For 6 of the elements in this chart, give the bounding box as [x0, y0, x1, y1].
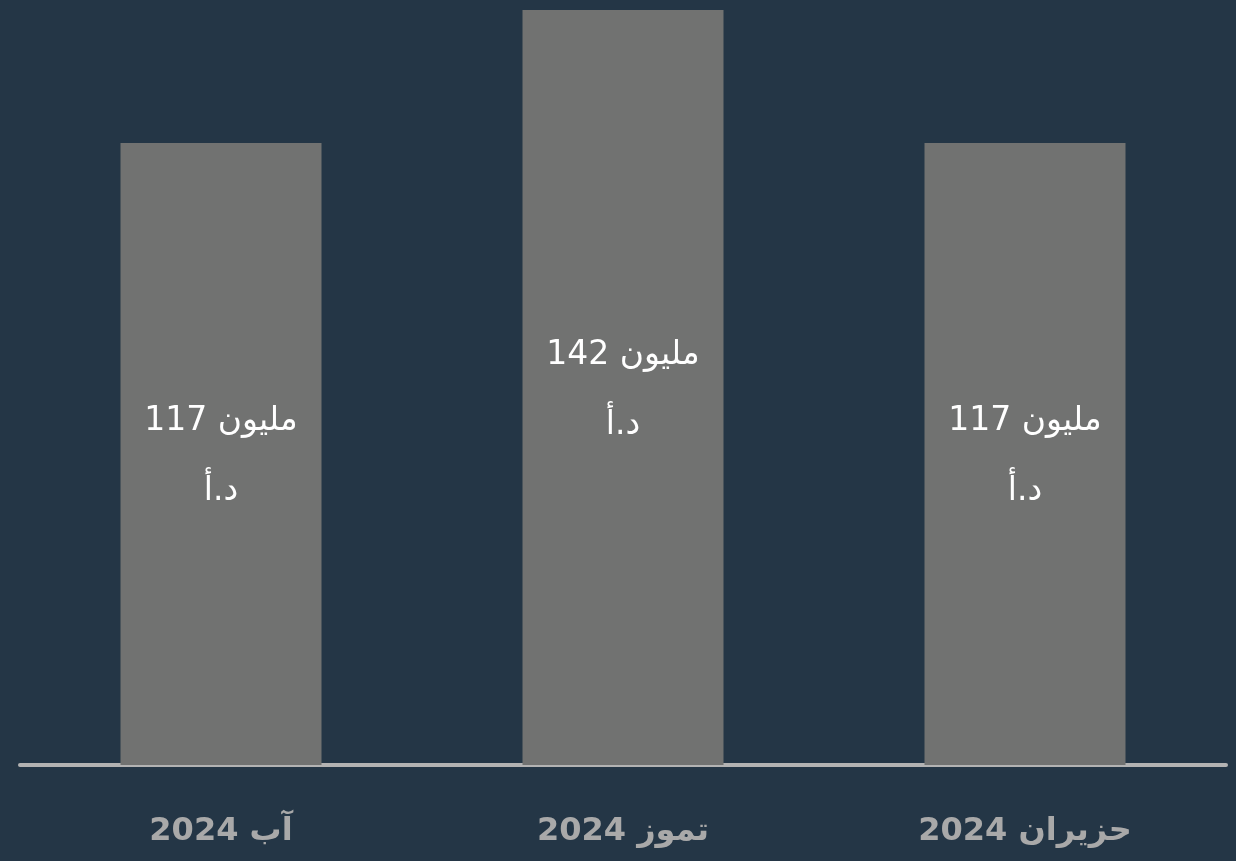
x-tick-label: آب 2024 [149, 809, 294, 848]
x-tick-label: تموز 2024 [536, 810, 710, 848]
data-label: 142 مليون د.أ [546, 333, 700, 442]
x-tick-label: حزيران 2024 [918, 810, 1132, 848]
data-label: 117 مليون د.أ [144, 399, 298, 509]
data-label: 117 مليون د.أ [948, 399, 1102, 509]
